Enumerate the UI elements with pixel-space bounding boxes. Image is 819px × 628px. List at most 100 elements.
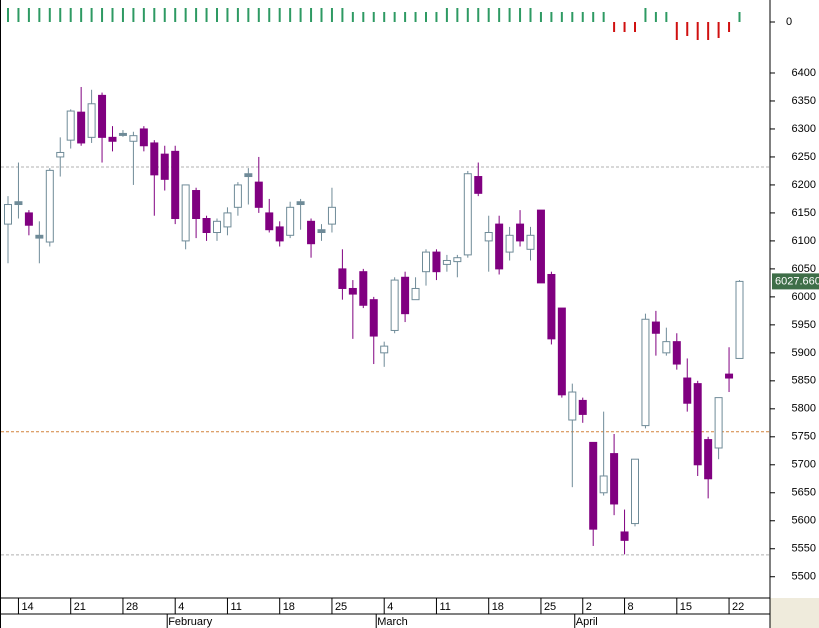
y-tick-label: 5950	[792, 319, 816, 331]
x-tick-label: 18	[492, 601, 504, 613]
candle-body	[536, 209, 545, 284]
indicator-bar	[613, 22, 616, 32]
candle-body	[213, 220, 221, 234]
y-tick-label: 6200	[792, 179, 816, 191]
indicator-bar	[101, 8, 104, 22]
x-tick-label: 14	[21, 601, 33, 613]
indicator-bar	[121, 8, 124, 22]
candle-body	[401, 276, 410, 315]
candle-body	[505, 234, 514, 253]
indicator-bar	[675, 22, 678, 40]
candle-body	[233, 184, 242, 208]
x-tick-label: 15	[680, 601, 692, 613]
x-tick-label: 21	[74, 601, 86, 613]
y-tick-label: 6250	[792, 151, 816, 163]
candle-body	[672, 341, 681, 365]
candle-body	[683, 377, 692, 404]
candle-body	[338, 268, 347, 289]
candle-body	[693, 383, 702, 466]
indicator-bar	[310, 8, 313, 22]
candle-body	[453, 257, 462, 263]
candle-body	[714, 397, 723, 449]
candle-body	[589, 441, 598, 530]
x-tick-label: 25	[544, 601, 556, 613]
indicator-bar	[696, 22, 699, 40]
candle-body	[87, 103, 96, 138]
indicator-bar	[623, 22, 626, 32]
indicator-bar	[205, 8, 208, 22]
indicator-bar	[48, 8, 51, 22]
x-tick-label: 4	[387, 601, 393, 613]
indicator-bar	[80, 8, 83, 22]
y-tick-label: 5650	[792, 487, 816, 499]
candle-body	[735, 280, 744, 359]
candle-body	[631, 458, 639, 525]
y-tick-label: 5500	[792, 571, 816, 583]
y-tick-label: 6150	[792, 207, 816, 219]
x-tick-label: 25	[335, 601, 347, 613]
indicator-bar	[17, 8, 20, 22]
indicator-bar	[393, 12, 396, 22]
indicator-bar	[7, 8, 9, 22]
month-label: April	[576, 616, 598, 628]
indicator-bar	[508, 8, 511, 22]
candle-body	[578, 399, 587, 415]
candle-body	[254, 181, 263, 208]
indicator-bar	[539, 12, 542, 22]
candle-body	[568, 391, 577, 421]
candle-body	[181, 184, 190, 242]
candle-body	[275, 226, 284, 242]
indicator-bar	[289, 8, 292, 22]
indicator-bar	[59, 8, 62, 22]
y-tick-label: 6000	[792, 291, 816, 303]
indicator-bar	[581, 12, 584, 22]
candle-body	[286, 206, 295, 236]
candle-body	[651, 321, 660, 334]
candle-body	[77, 111, 86, 144]
indicator-bar	[487, 8, 490, 22]
candle-body	[223, 212, 232, 228]
candle-body	[98, 94, 107, 138]
candle-body	[474, 176, 483, 194]
candle-body	[463, 173, 472, 256]
indicator-bar	[498, 8, 501, 22]
y-tick-label: 5800	[792, 403, 816, 415]
y-tick-label: 5750	[792, 431, 816, 443]
x-tick-label: 22	[732, 601, 744, 613]
candle-body	[118, 132, 127, 136]
indicator-bar	[529, 8, 532, 22]
candle-body	[265, 212, 274, 231]
indicator-bar	[728, 22, 731, 32]
indicator-bar	[111, 8, 114, 22]
indicator-bar	[90, 8, 93, 22]
x-tick-label: 11	[439, 601, 450, 613]
indicator-bar	[414, 12, 417, 22]
candle-body	[442, 259, 451, 265]
candle-body	[390, 279, 399, 331]
indicator-bar	[132, 8, 135, 22]
candle-body	[129, 135, 138, 142]
indicator-bar	[163, 8, 166, 22]
candle-body	[202, 218, 211, 234]
indicator-bar	[330, 8, 333, 22]
candle-body	[160, 153, 169, 180]
candle-body	[662, 341, 671, 354]
candle-body	[526, 234, 535, 250]
candle-body	[24, 212, 33, 226]
y-tick-label: 5850	[792, 375, 816, 387]
indicator-bar	[560, 12, 563, 22]
indicator-bar	[142, 8, 145, 22]
indicator-bar	[686, 22, 689, 36]
indicator-bar	[299, 8, 302, 22]
candle-body	[108, 136, 117, 142]
candle-body	[495, 223, 504, 270]
x-tick-label: 2	[586, 601, 592, 613]
candle-body	[359, 271, 368, 306]
candle-body	[516, 223, 525, 242]
indicator-bar	[571, 12, 574, 22]
indicator-bar	[665, 12, 668, 22]
indicator-bar	[278, 8, 281, 22]
indicator-bar	[592, 12, 595, 22]
